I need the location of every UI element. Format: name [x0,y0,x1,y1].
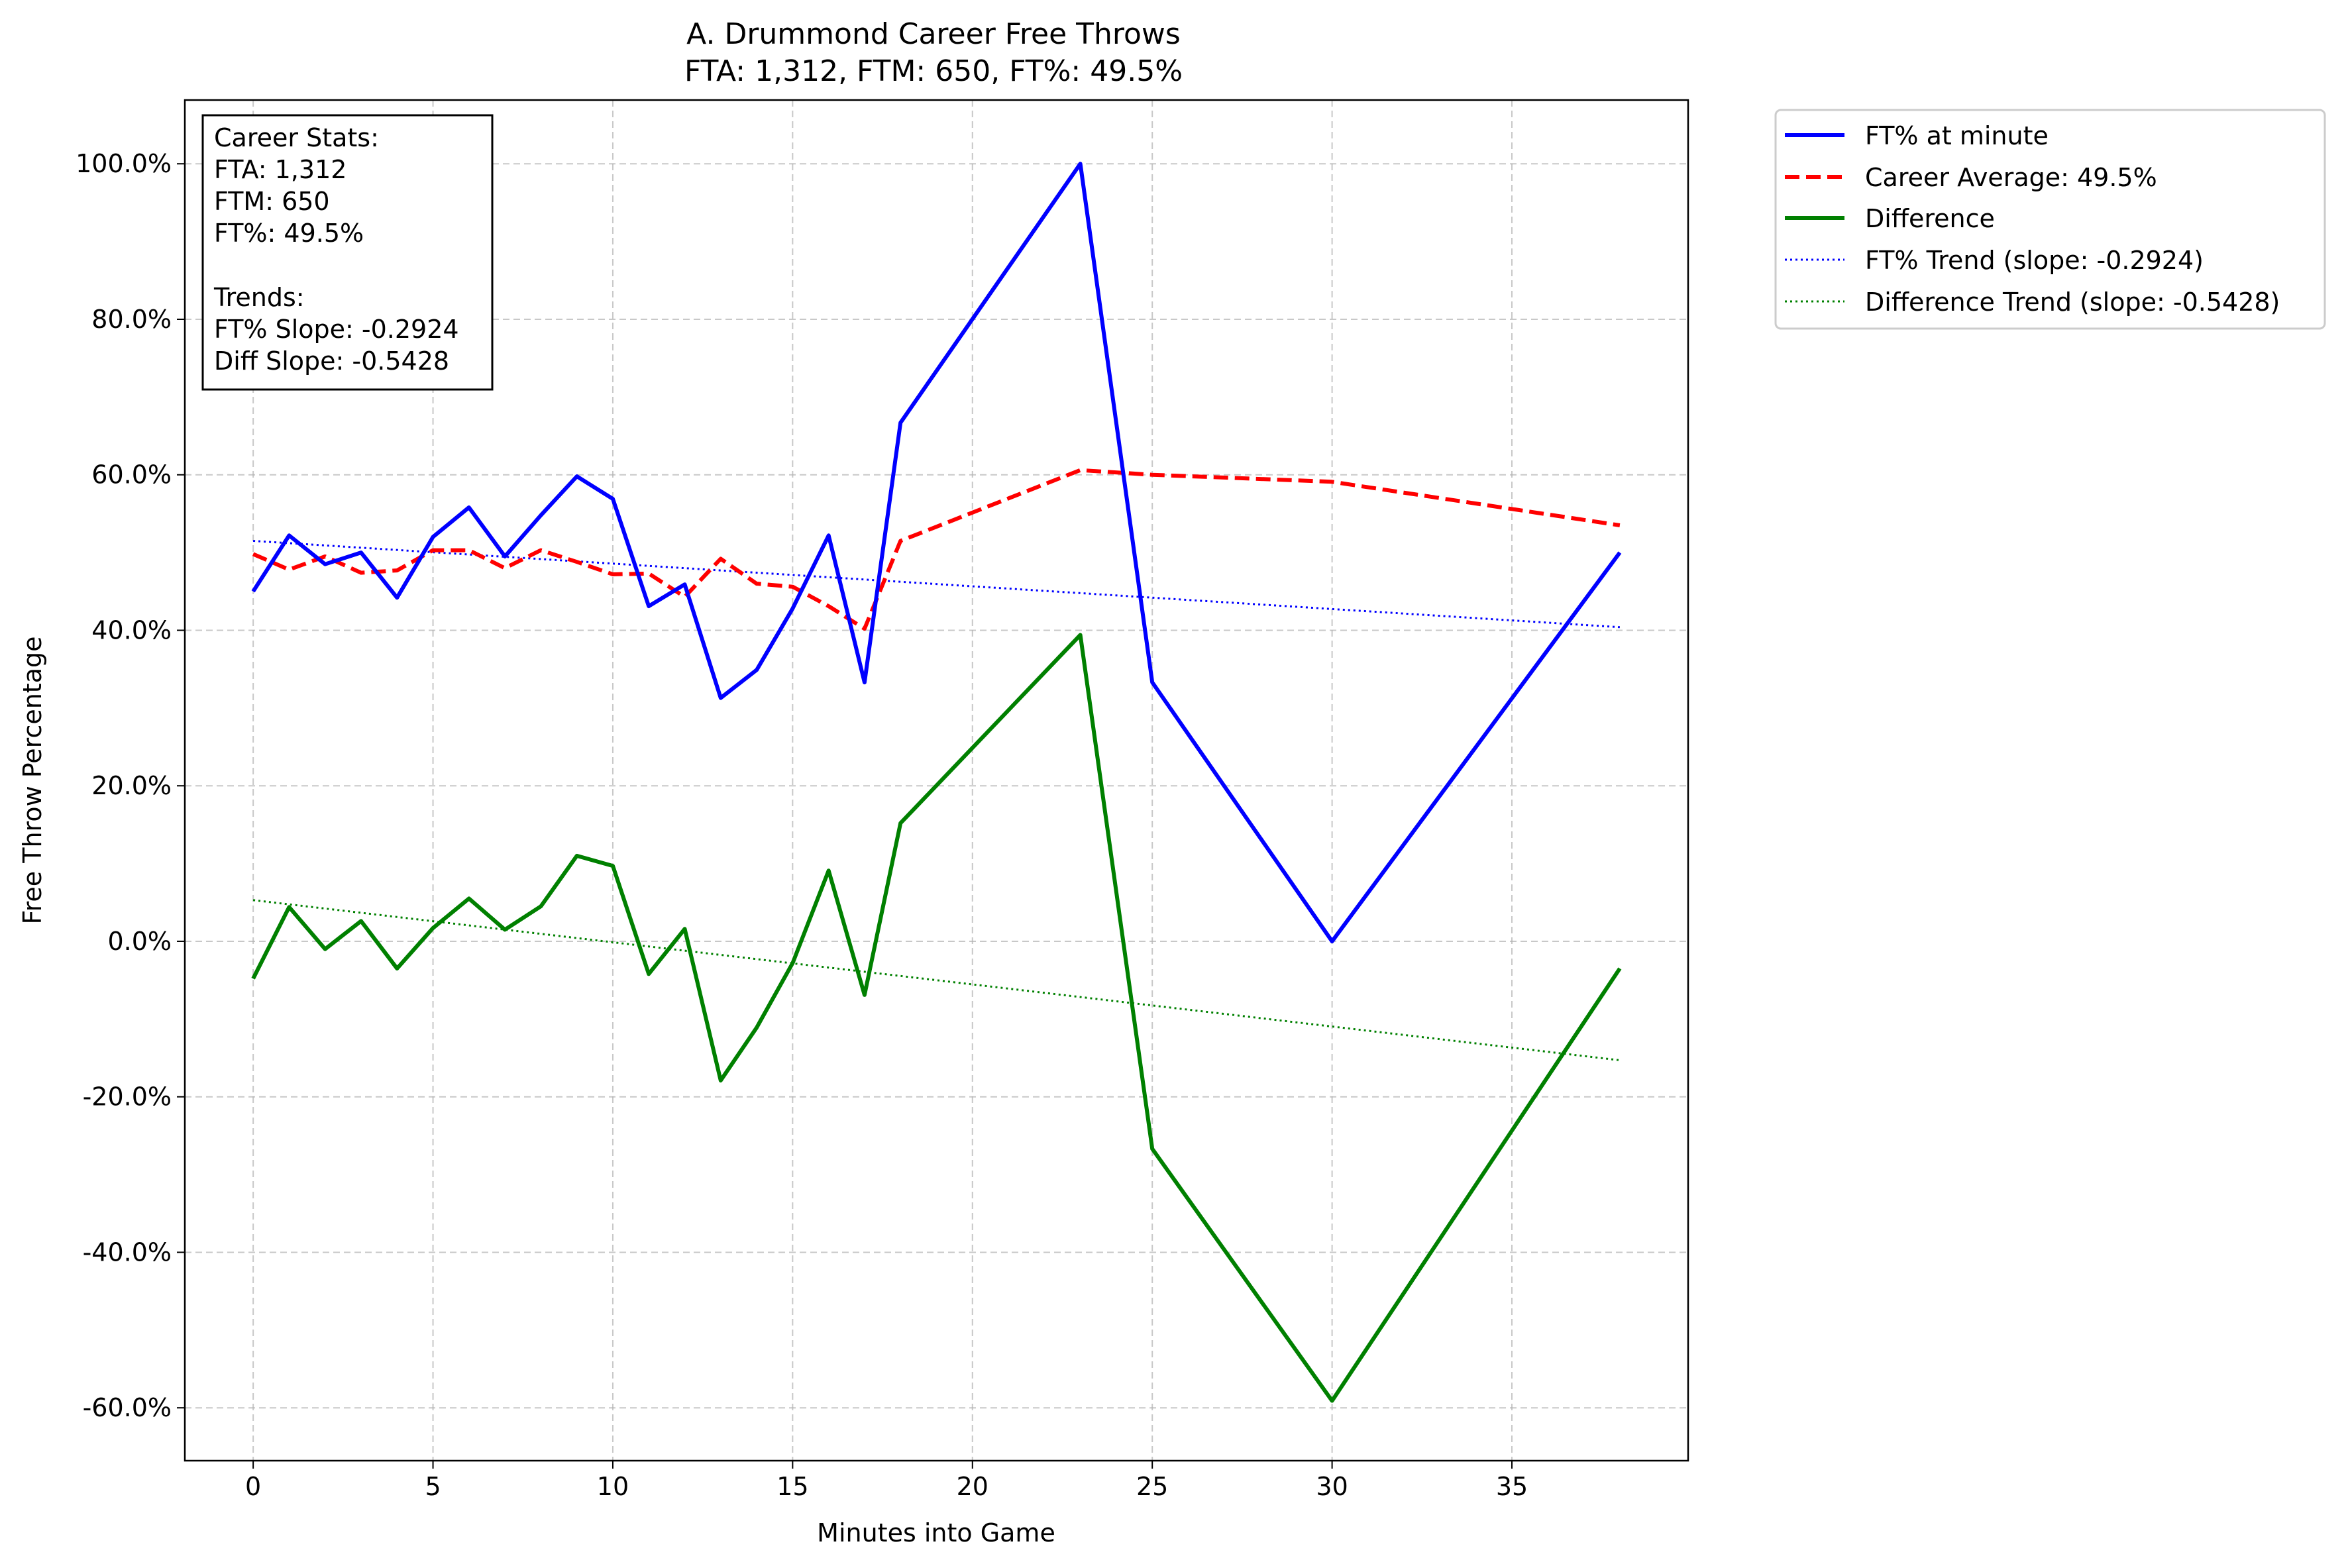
axis-ticks: 0 5 10 15 20 25 30 35 -60.0% -40.0% -20.0% 0.0% 20.0… [76,149,1528,1501]
annotation-line-ftm: FTM: 650 [214,187,330,216]
stats-annotation-box: Career Stats: FTA: 1,312 FTM: 650 FT%: 4… [201,114,494,391]
y-tick-label: -20.0% [83,1082,172,1112]
y-tick-label: 0.0% [107,927,172,956]
y-tick-label: 60.0% [91,460,172,490]
chart-subtitle: FTA: 1,312, FTM: 650, FT%: 49.5% [684,54,1183,88]
x-tick-label: 15 [776,1472,808,1501]
legend-label-ft-pct: FT% at minute [1865,121,2049,150]
x-tick-label: 5 [425,1472,441,1501]
y-tick-label: -40.0% [83,1237,172,1267]
annotation-line-diff-slope: Diff Slope: -0.5428 [214,346,449,376]
x-tick-label: 25 [1136,1472,1168,1501]
x-tick-label: 30 [1316,1472,1348,1501]
y-tick-label: 80.0% [91,305,172,334]
x-axis-label: Minutes into Game [817,1518,1055,1547]
annotation-line-fta: FTA: 1,312 [214,155,347,184]
legend: FT% at minute Career Average: 49.5% Diff… [1774,109,2326,330]
annotation-line-ft-slope: FT% Slope: -0.2924 [214,315,459,344]
chart-title: A. Drummond Career Free Throws [686,17,1181,51]
plot-frame [184,99,1689,1462]
series-line-ft-at-minute [251,162,1622,943]
y-tick-label: 100.0% [76,149,172,178]
x-tick-label: 20 [957,1472,988,1501]
annotation-line-ftpct: FT%: 49.5% [214,219,364,248]
x-tick-label: 0 [245,1472,261,1501]
grid [185,100,1688,1461]
y-tick-label: 20.0% [91,771,172,800]
annotation-line-career-stats: Career Stats: [214,123,379,152]
legend-label-career-average: Career Average: 49.5% [1865,163,2157,192]
legend-frame [1774,109,2326,330]
series-layer [251,162,1622,1403]
series-line-career-average-49-5 [252,468,1621,631]
x-tick-label: 35 [1496,1472,1528,1501]
legend-label-difference-trend: Difference Trend (slope: -0.5428) [1865,287,2280,317]
legend-label-difference: Difference [1865,204,1995,233]
y-axis-label: Free Throw Percentage [18,637,47,925]
y-tick-label: 40.0% [91,615,172,645]
series-line-difference-trend-slope-0-5428 [252,899,1621,1061]
y-tick-label: -60.0% [83,1393,172,1422]
series-line-difference [251,633,1622,1403]
annotation-line-trends: Trends: [213,283,305,312]
x-tick-label: 10 [597,1472,629,1501]
legend-label-ft-trend: FT% Trend (slope: -0.2924) [1865,246,2204,275]
annotation-frame [201,114,494,391]
